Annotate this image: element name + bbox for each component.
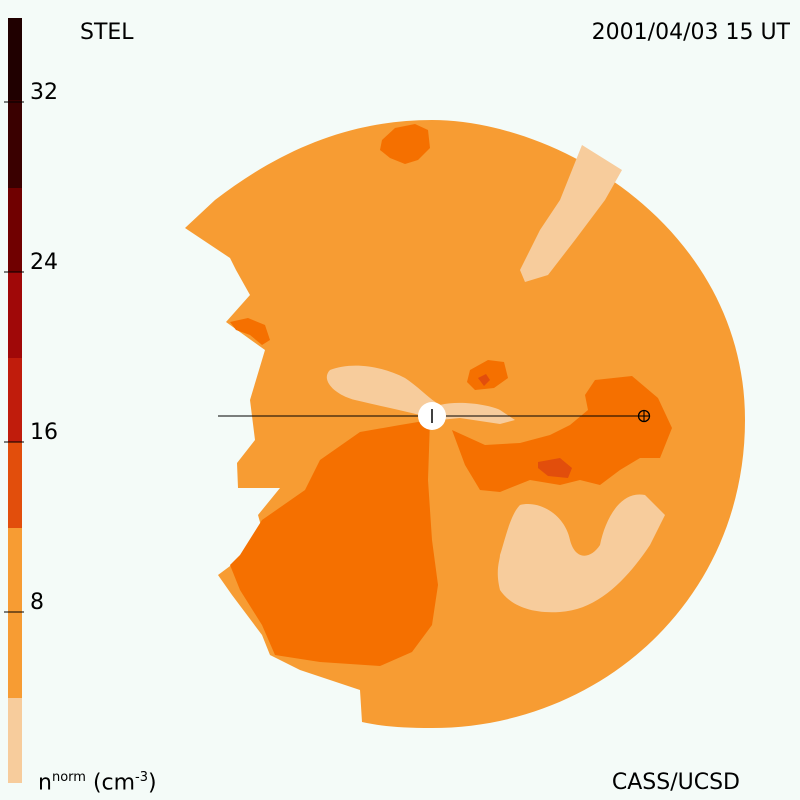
heliosphere-disk — [185, 120, 745, 728]
colorbar — [4, 18, 24, 783]
date-time-label: 2001/04/03 15 UT — [591, 20, 790, 45]
instrument-label: STEL — [80, 20, 134, 45]
unit-label: nnorm (cm-3) — [38, 769, 157, 795]
colorbar-tick-8: 8 — [30, 590, 44, 615]
earth-icon — [637, 409, 651, 423]
colorbar-tick-24: 24 — [30, 250, 58, 275]
colorbar-tick-32: 32 — [30, 80, 58, 105]
colorbar-tick-16: 16 — [30, 420, 58, 445]
credit-label: CASS/UCSD — [611, 770, 740, 795]
